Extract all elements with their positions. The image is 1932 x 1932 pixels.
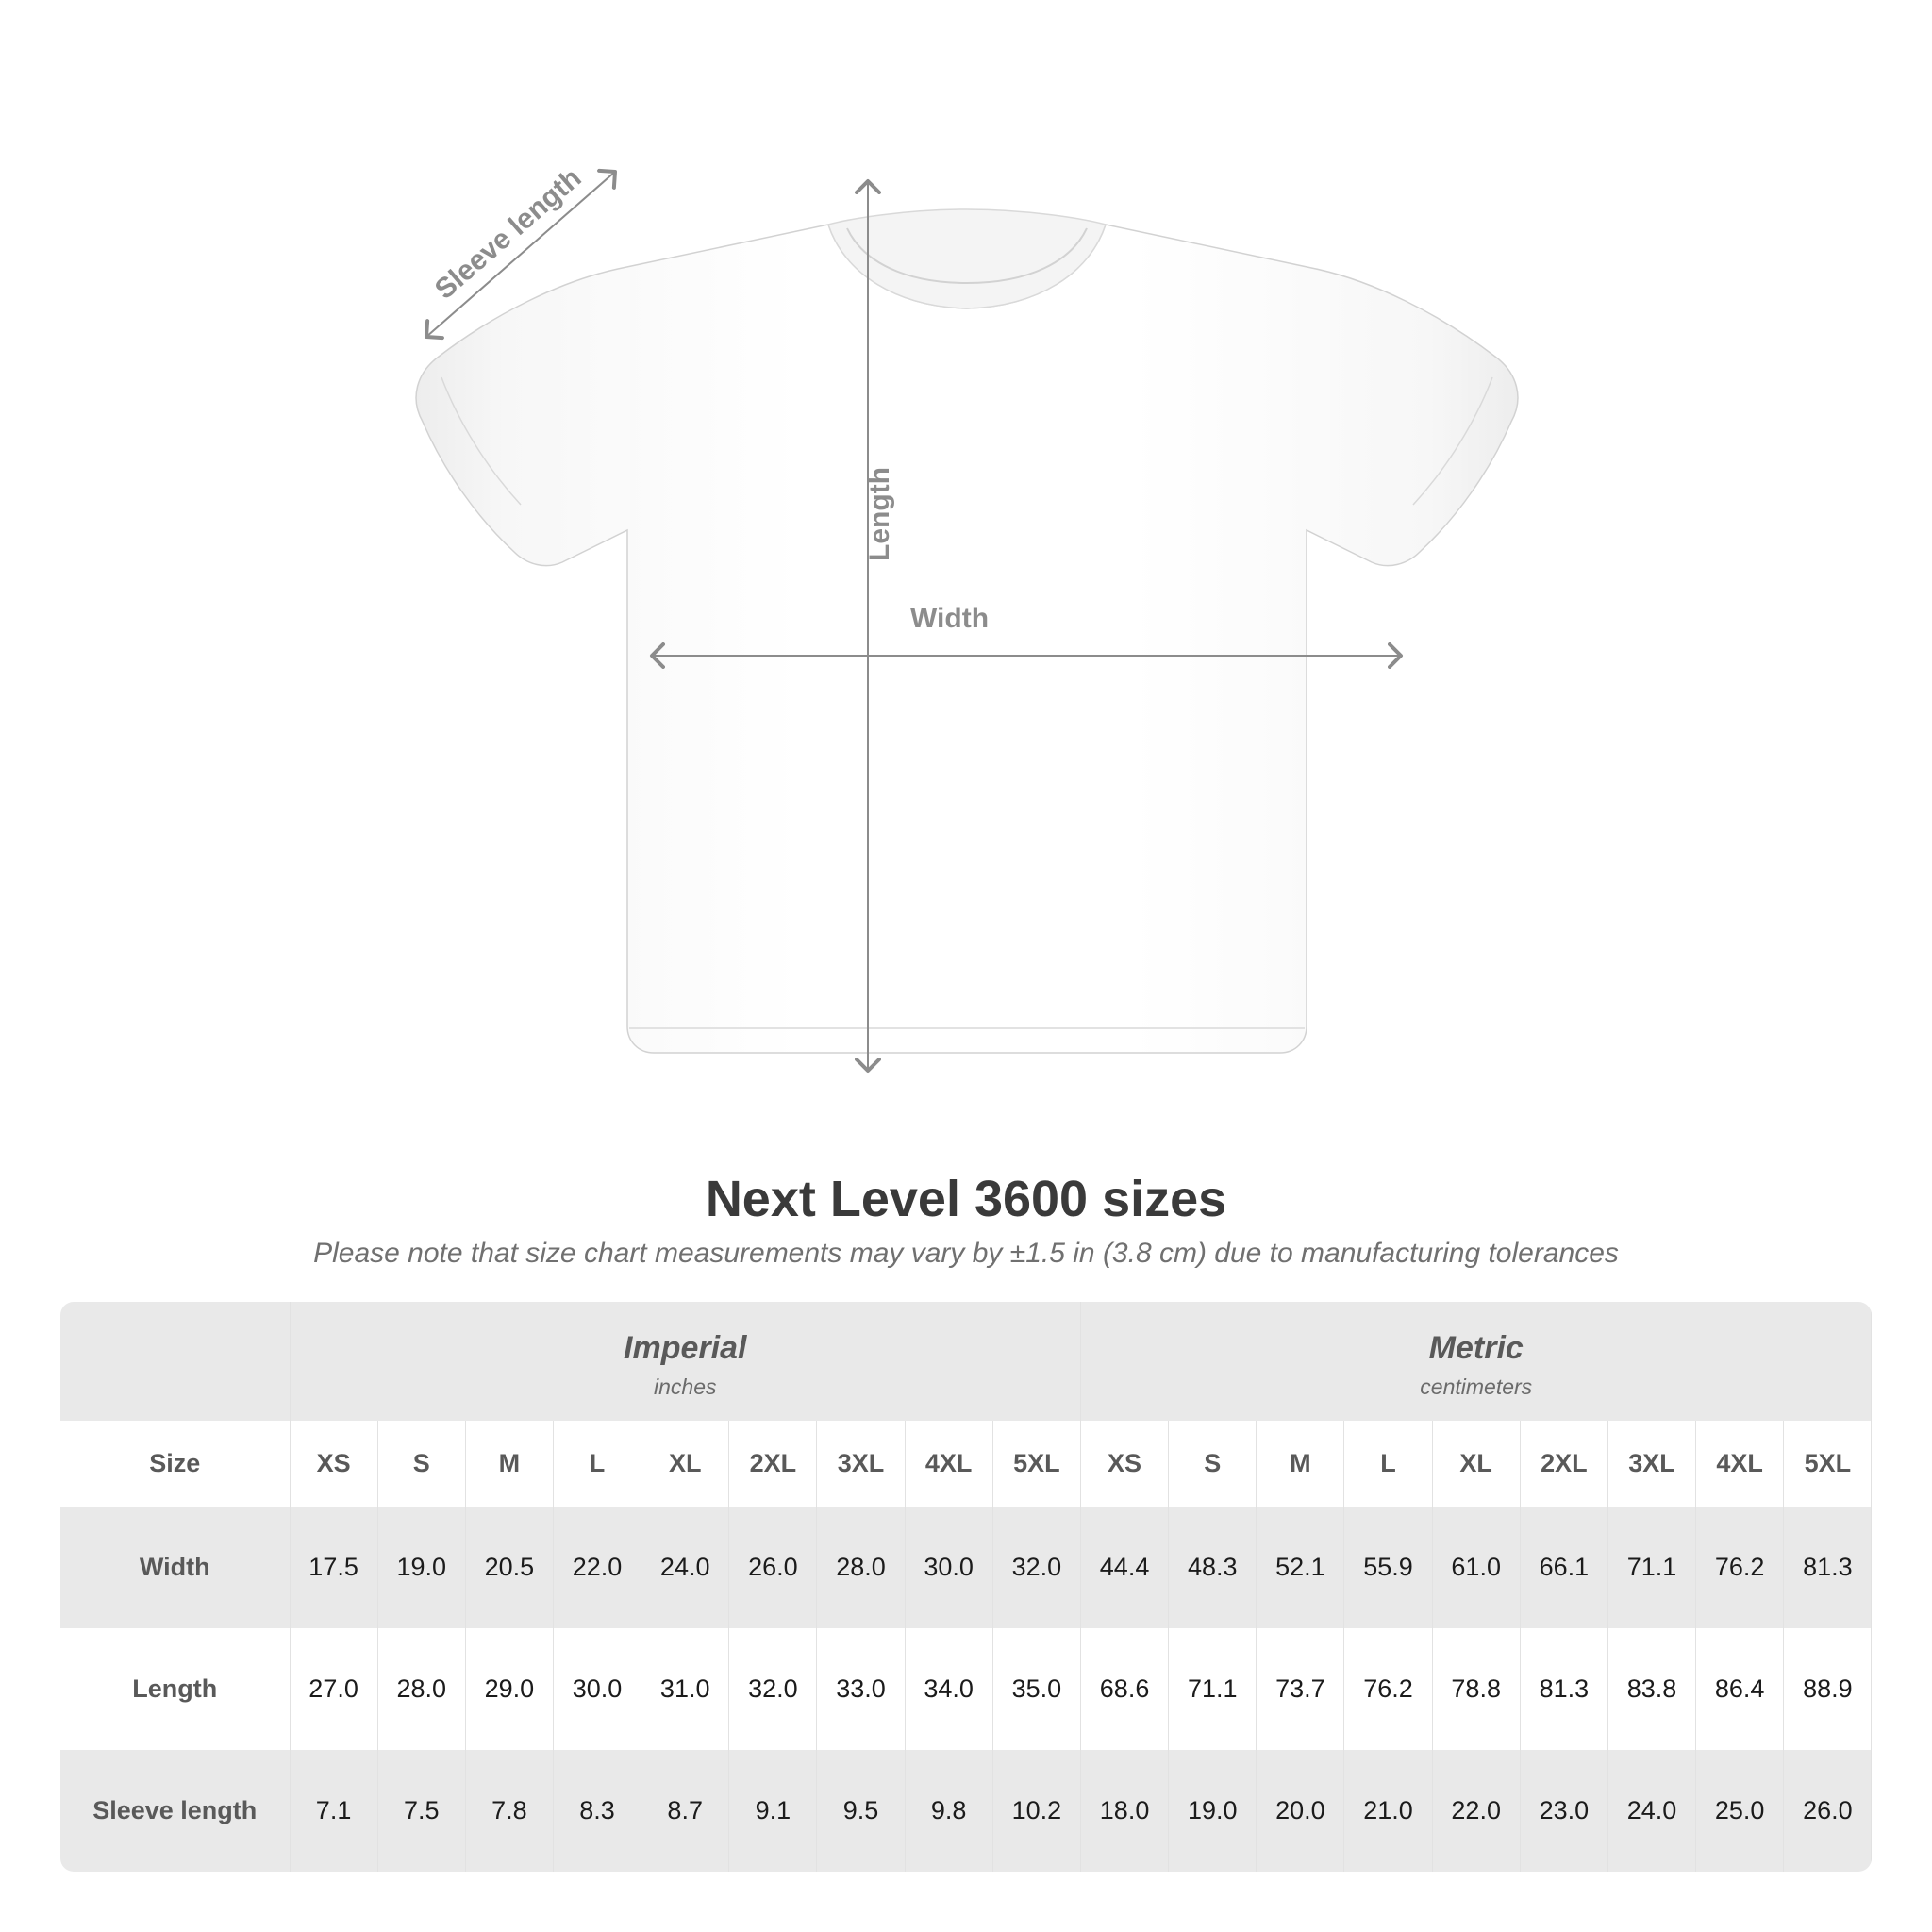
svg-text:Length: Length — [864, 467, 895, 561]
svg-text:Sleeve length: Sleeve length — [429, 162, 588, 306]
svg-text:Width: Width — [910, 603, 989, 634]
